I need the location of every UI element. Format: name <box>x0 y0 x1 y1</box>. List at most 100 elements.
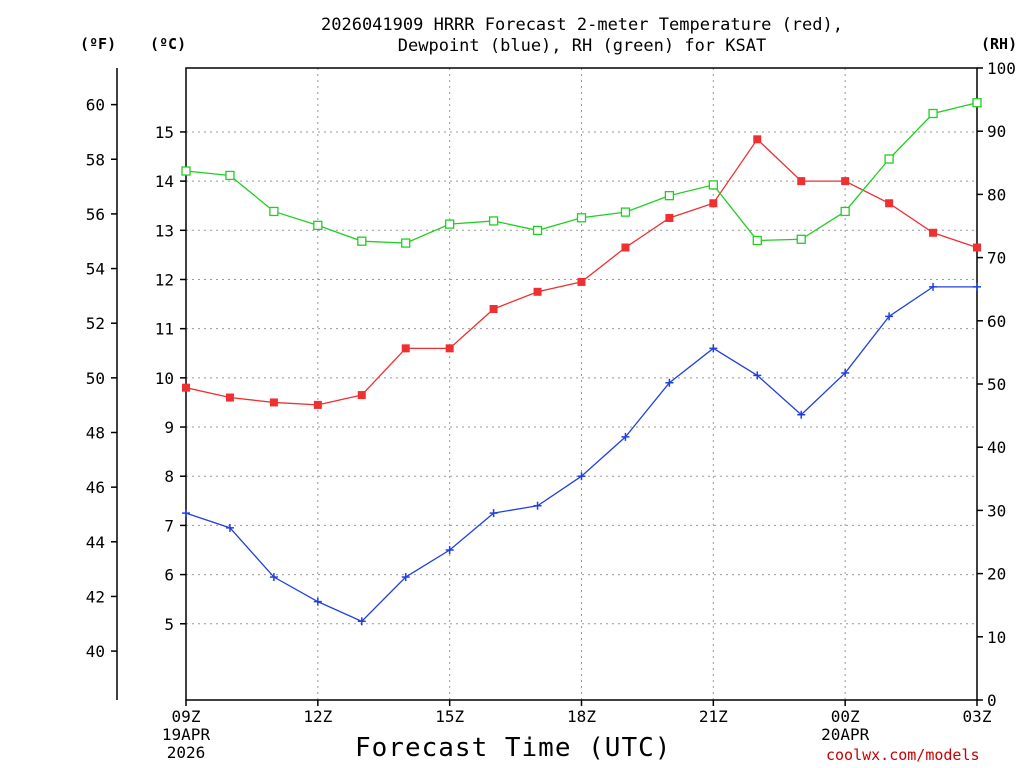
x-tick-label: 18Z <box>567 707 596 726</box>
rh-tick-label: 50 <box>987 375 1006 394</box>
rh-point <box>225 170 235 181</box>
x-tick-label: 19APR <box>162 725 211 744</box>
x-tick-label: 15Z <box>435 707 464 726</box>
temperature-point <box>753 135 762 144</box>
rh-point <box>357 236 367 246</box>
celsius-tick-label: 7 <box>164 516 174 535</box>
rh-tick-label: 60 <box>987 312 1006 331</box>
dewpoint-point <box>401 573 410 582</box>
temperature-point <box>182 383 190 392</box>
rh-point <box>401 238 411 248</box>
fahrenheit-tick-label: 54 <box>86 260 105 279</box>
rh-point <box>840 206 850 217</box>
celsius-tick-label: 10 <box>155 369 174 388</box>
temperature-point <box>489 304 498 313</box>
dewpoint-point <box>182 509 190 518</box>
rh-point <box>708 180 718 190</box>
x-tick-label: 21Z <box>699 707 728 726</box>
dewpoint-point <box>885 312 894 321</box>
dewpoint-point <box>533 501 542 510</box>
x-tick-label: 2026 <box>167 743 206 762</box>
rh-tick-label: 100 <box>987 59 1016 78</box>
dewpoint-line <box>185 286 977 623</box>
celsius-tick-label: 9 <box>164 418 174 437</box>
rh-point <box>181 166 191 176</box>
rh-tick-label: 90 <box>987 122 1006 141</box>
rh-point <box>532 225 543 236</box>
temperature-point <box>709 199 718 208</box>
series-layer <box>181 98 982 626</box>
temperature-point <box>401 344 410 353</box>
fahrenheit-tick-label: 44 <box>86 533 105 552</box>
dewpoint-point <box>665 378 674 387</box>
rh-point <box>664 191 675 201</box>
grid-lines <box>185 68 978 700</box>
temperature-point <box>665 214 674 223</box>
dewpoint-point <box>489 509 498 518</box>
temperature-point <box>357 391 366 400</box>
dewpoint-point <box>621 432 630 441</box>
fahrenheit-tick-label: 52 <box>86 314 105 333</box>
rh-point <box>752 235 762 246</box>
rh-point <box>796 234 806 244</box>
fahrenheit-tick-label: 42 <box>86 587 105 606</box>
dewpoint-point <box>577 472 586 481</box>
rh-unit-label: (RH) <box>981 35 1018 53</box>
rh-point <box>884 154 894 164</box>
dewpoint-point <box>797 410 806 419</box>
celsius-unit-label: (ºC) <box>150 35 187 53</box>
temperature-point <box>269 398 278 407</box>
temperature-point <box>929 228 938 237</box>
rh-point <box>488 216 499 226</box>
x-tick-label: 12Z <box>303 707 332 726</box>
temperature-point <box>797 177 806 186</box>
fahrenheit-tick-label: 50 <box>86 369 105 388</box>
rh-point <box>620 207 631 217</box>
dewpoint-point <box>313 597 322 606</box>
chart-title-line1: 2026041909 HRRR Forecast 2-meter Tempera… <box>321 15 843 35</box>
dewpoint-point <box>929 282 938 291</box>
axes: 4042444648505254565860567891011121314150… <box>86 59 1016 762</box>
temperature-point <box>533 287 542 296</box>
temperature-point <box>621 243 630 252</box>
temperature-point <box>577 277 586 286</box>
fahrenheit-unit-label: (ºF) <box>80 35 117 53</box>
rh-tick-label: 20 <box>987 565 1006 584</box>
temperature-point <box>841 177 850 186</box>
x-tick-label: 09Z <box>172 707 201 726</box>
rh-tick-label: 40 <box>987 438 1006 457</box>
rh-point <box>269 206 279 217</box>
temperature-point <box>973 243 981 252</box>
temperature-point <box>225 393 234 402</box>
rh-tick-label: 10 <box>987 628 1006 647</box>
rh-point <box>313 220 323 231</box>
dewpoint-point <box>973 282 981 291</box>
fahrenheit-tick-label: 60 <box>86 96 105 115</box>
celsius-tick-label: 11 <box>155 320 174 339</box>
temperature-point <box>885 199 894 208</box>
dewpoint-point <box>445 545 454 554</box>
rh-point <box>928 108 938 119</box>
plot-frame <box>185 67 978 701</box>
dewpoint-point <box>269 573 278 582</box>
celsius-tick-label: 12 <box>155 270 174 289</box>
dewpoint-point <box>753 371 762 380</box>
fahrenheit-tick-label: 48 <box>86 423 105 442</box>
credit-link[interactable]: coolwx.com/models <box>826 746 980 764</box>
rh-point <box>972 98 982 108</box>
celsius-tick-label: 15 <box>155 123 174 142</box>
x-tick-label: 00Z <box>831 707 860 726</box>
dewpoint-point <box>709 344 718 353</box>
rh-tick-label: 80 <box>987 185 1006 204</box>
fahrenheit-tick-label: 58 <box>86 150 105 169</box>
fahrenheit-tick-label: 40 <box>86 642 105 661</box>
celsius-tick-label: 5 <box>164 615 174 634</box>
x-tick-label: 03Z <box>963 707 992 726</box>
dewpoint-point <box>225 523 234 532</box>
celsius-tick-label: 8 <box>164 467 174 486</box>
x-tick-label: 20APR <box>821 725 870 744</box>
celsius-tick-label: 14 <box>155 172 174 191</box>
dewpoint-point <box>357 617 366 626</box>
fahrenheit-tick-label: 46 <box>86 478 105 497</box>
